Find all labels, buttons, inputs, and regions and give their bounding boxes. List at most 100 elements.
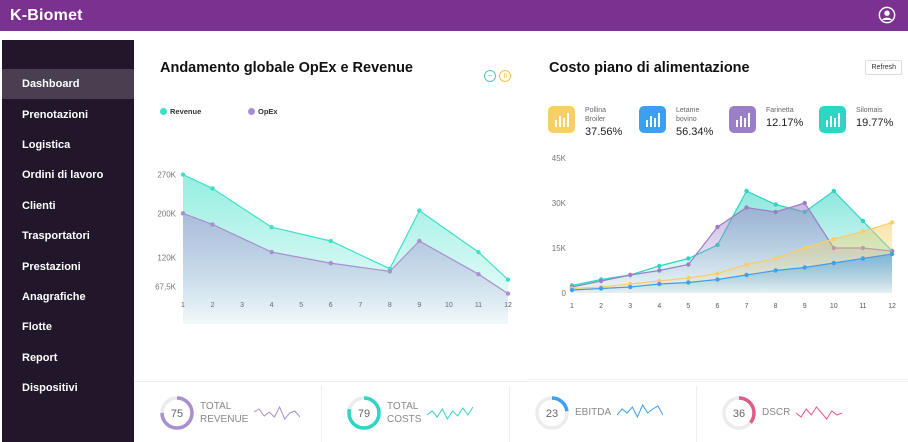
sidebar-item-prenotazioni[interactable]: Prenotazioni — [22, 108, 89, 121]
sidebar-item-clienti[interactable]: Clienti — [22, 199, 56, 212]
bar-chart-icon — [819, 106, 846, 133]
data-point[interactable] — [686, 280, 691, 285]
series-line-opex — [182, 212, 509, 295]
data-point[interactable] — [860, 256, 866, 261]
stat-label: Pollina — [585, 107, 607, 114]
data-point[interactable] — [889, 220, 895, 225]
legend-item[interactable]: Revenue — [160, 107, 201, 116]
data-point[interactable] — [569, 287, 575, 293]
kpi-gauge-fill — [347, 395, 381, 430]
legend-dot — [160, 108, 167, 115]
data-point[interactable] — [744, 262, 749, 267]
data-point[interactable] — [269, 224, 274, 230]
kpi-card[interactable]: 23 EBITDA — [534, 382, 664, 442]
kpi-card[interactable]: 75 TOTAL REVENUE — [159, 382, 301, 442]
data-point[interactable] — [831, 236, 837, 242]
stat-value: 37.56% — [585, 126, 623, 138]
data-point[interactable] — [831, 260, 837, 266]
pause-button[interactable]: ॥ — [499, 70, 511, 82]
kpi-gauge-fill — [535, 395, 569, 430]
data-point[interactable] — [686, 262, 691, 267]
data-point[interactable] — [744, 188, 749, 194]
series-area-opex — [183, 213, 508, 324]
kpi-value: 75 — [171, 408, 183, 420]
legend-dot — [248, 108, 255, 115]
data-point[interactable] — [802, 200, 807, 206]
data-point[interactable] — [802, 265, 807, 270]
data-point[interactable] — [476, 249, 481, 255]
legend-label: Revenue — [170, 107, 202, 116]
bar-chart-icon — [639, 106, 666, 133]
data-point[interactable] — [686, 256, 691, 261]
sidebar-item-logistica[interactable]: Logistica — [22, 138, 71, 151]
bar-chart-icon — [729, 106, 756, 133]
data-point[interactable] — [387, 269, 393, 274]
x-tick-label: 6 — [716, 303, 720, 310]
data-point[interactable] — [773, 202, 778, 207]
data-point[interactable] — [860, 218, 866, 224]
panel-title: Costo piano di alimentazione — [549, 60, 750, 76]
user-account-icon[interactable] — [878, 6, 896, 24]
x-tick-label: 11 — [859, 303, 866, 310]
sidebar-item-dashboard[interactable]: Dashboard — [2, 69, 134, 100]
data-point[interactable] — [269, 249, 274, 255]
stat-label: Silomais — [856, 107, 883, 114]
data-point[interactable] — [180, 172, 186, 177]
data-point[interactable] — [627, 272, 633, 278]
kpi-card[interactable]: 36 DSCR — [721, 382, 843, 442]
data-point[interactable] — [889, 251, 895, 257]
data-point[interactable] — [417, 238, 422, 244]
sidebar-item-prestazioni[interactable]: Prestazioni — [22, 260, 81, 273]
kpi-gauge-fill — [722, 395, 756, 430]
kpi-gauge: 23 — [535, 395, 569, 430]
data-point[interactable] — [773, 268, 778, 273]
data-point[interactable] — [773, 209, 778, 215]
kpi-label-line2: REVENUE — [200, 413, 249, 425]
kpi-value: 79 — [358, 408, 370, 420]
data-point[interactable] — [476, 272, 481, 277]
bar-chart-icon — [548, 106, 575, 133]
sidebar-item-trasportatori[interactable]: Trasportatori — [22, 230, 90, 243]
sidebar-item-ordini-di-lavoro[interactable]: Ordini di lavoro — [22, 169, 104, 182]
data-point[interactable] — [417, 208, 422, 213]
sidebar-item-flotte[interactable]: Flotte — [22, 321, 52, 334]
y-tick-label: 270K — [157, 171, 176, 180]
data-point[interactable] — [657, 263, 662, 269]
data-point[interactable] — [715, 224, 720, 230]
data-point[interactable] — [715, 271, 720, 276]
kpi-gauge: 75 — [160, 395, 194, 430]
data-point[interactable] — [715, 277, 720, 282]
legend-label: OpEx — [258, 107, 278, 116]
data-point[interactable] — [180, 211, 186, 216]
data-point[interactable] — [627, 284, 633, 290]
data-point[interactable] — [598, 278, 604, 284]
data-point[interactable] — [328, 260, 333, 266]
data-point[interactable] — [773, 256, 778, 261]
minus-icon: − — [487, 71, 493, 80]
data-point[interactable] — [210, 222, 215, 227]
y-tick-label: 67,5K — [155, 283, 177, 292]
data-point[interactable] — [860, 229, 866, 234]
data-point[interactable] — [802, 245, 807, 251]
data-point[interactable] — [686, 275, 691, 281]
data-point[interactable] — [657, 281, 662, 287]
top-bar: K-Biomet — [0, 0, 908, 31]
data-point[interactable] — [328, 238, 333, 244]
data-point[interactable] — [505, 291, 511, 296]
data-point[interactable] — [744, 205, 749, 210]
x-tick-label: 2 — [599, 303, 603, 310]
sidebar-item-report[interactable]: Report — [22, 351, 58, 364]
collapse-button[interactable]: − — [484, 70, 496, 82]
legend-item[interactable]: OpEx — [248, 107, 278, 116]
sidebar-item-dispositivi[interactable]: Dispositivi — [22, 382, 78, 395]
sidebar-item-anagrafiche[interactable]: Anagrafiche — [22, 290, 86, 303]
data-point[interactable] — [831, 188, 837, 194]
kpi-card[interactable]: 79 TOTAL COSTS — [346, 382, 474, 442]
data-point[interactable] — [210, 186, 215, 191]
data-point[interactable] — [657, 268, 662, 273]
data-point[interactable] — [505, 277, 511, 282]
data-point[interactable] — [598, 286, 604, 291]
kpi-divider — [321, 386, 322, 442]
refresh-button[interactable]: Refresh — [865, 60, 902, 75]
data-point[interactable] — [744, 272, 749, 278]
